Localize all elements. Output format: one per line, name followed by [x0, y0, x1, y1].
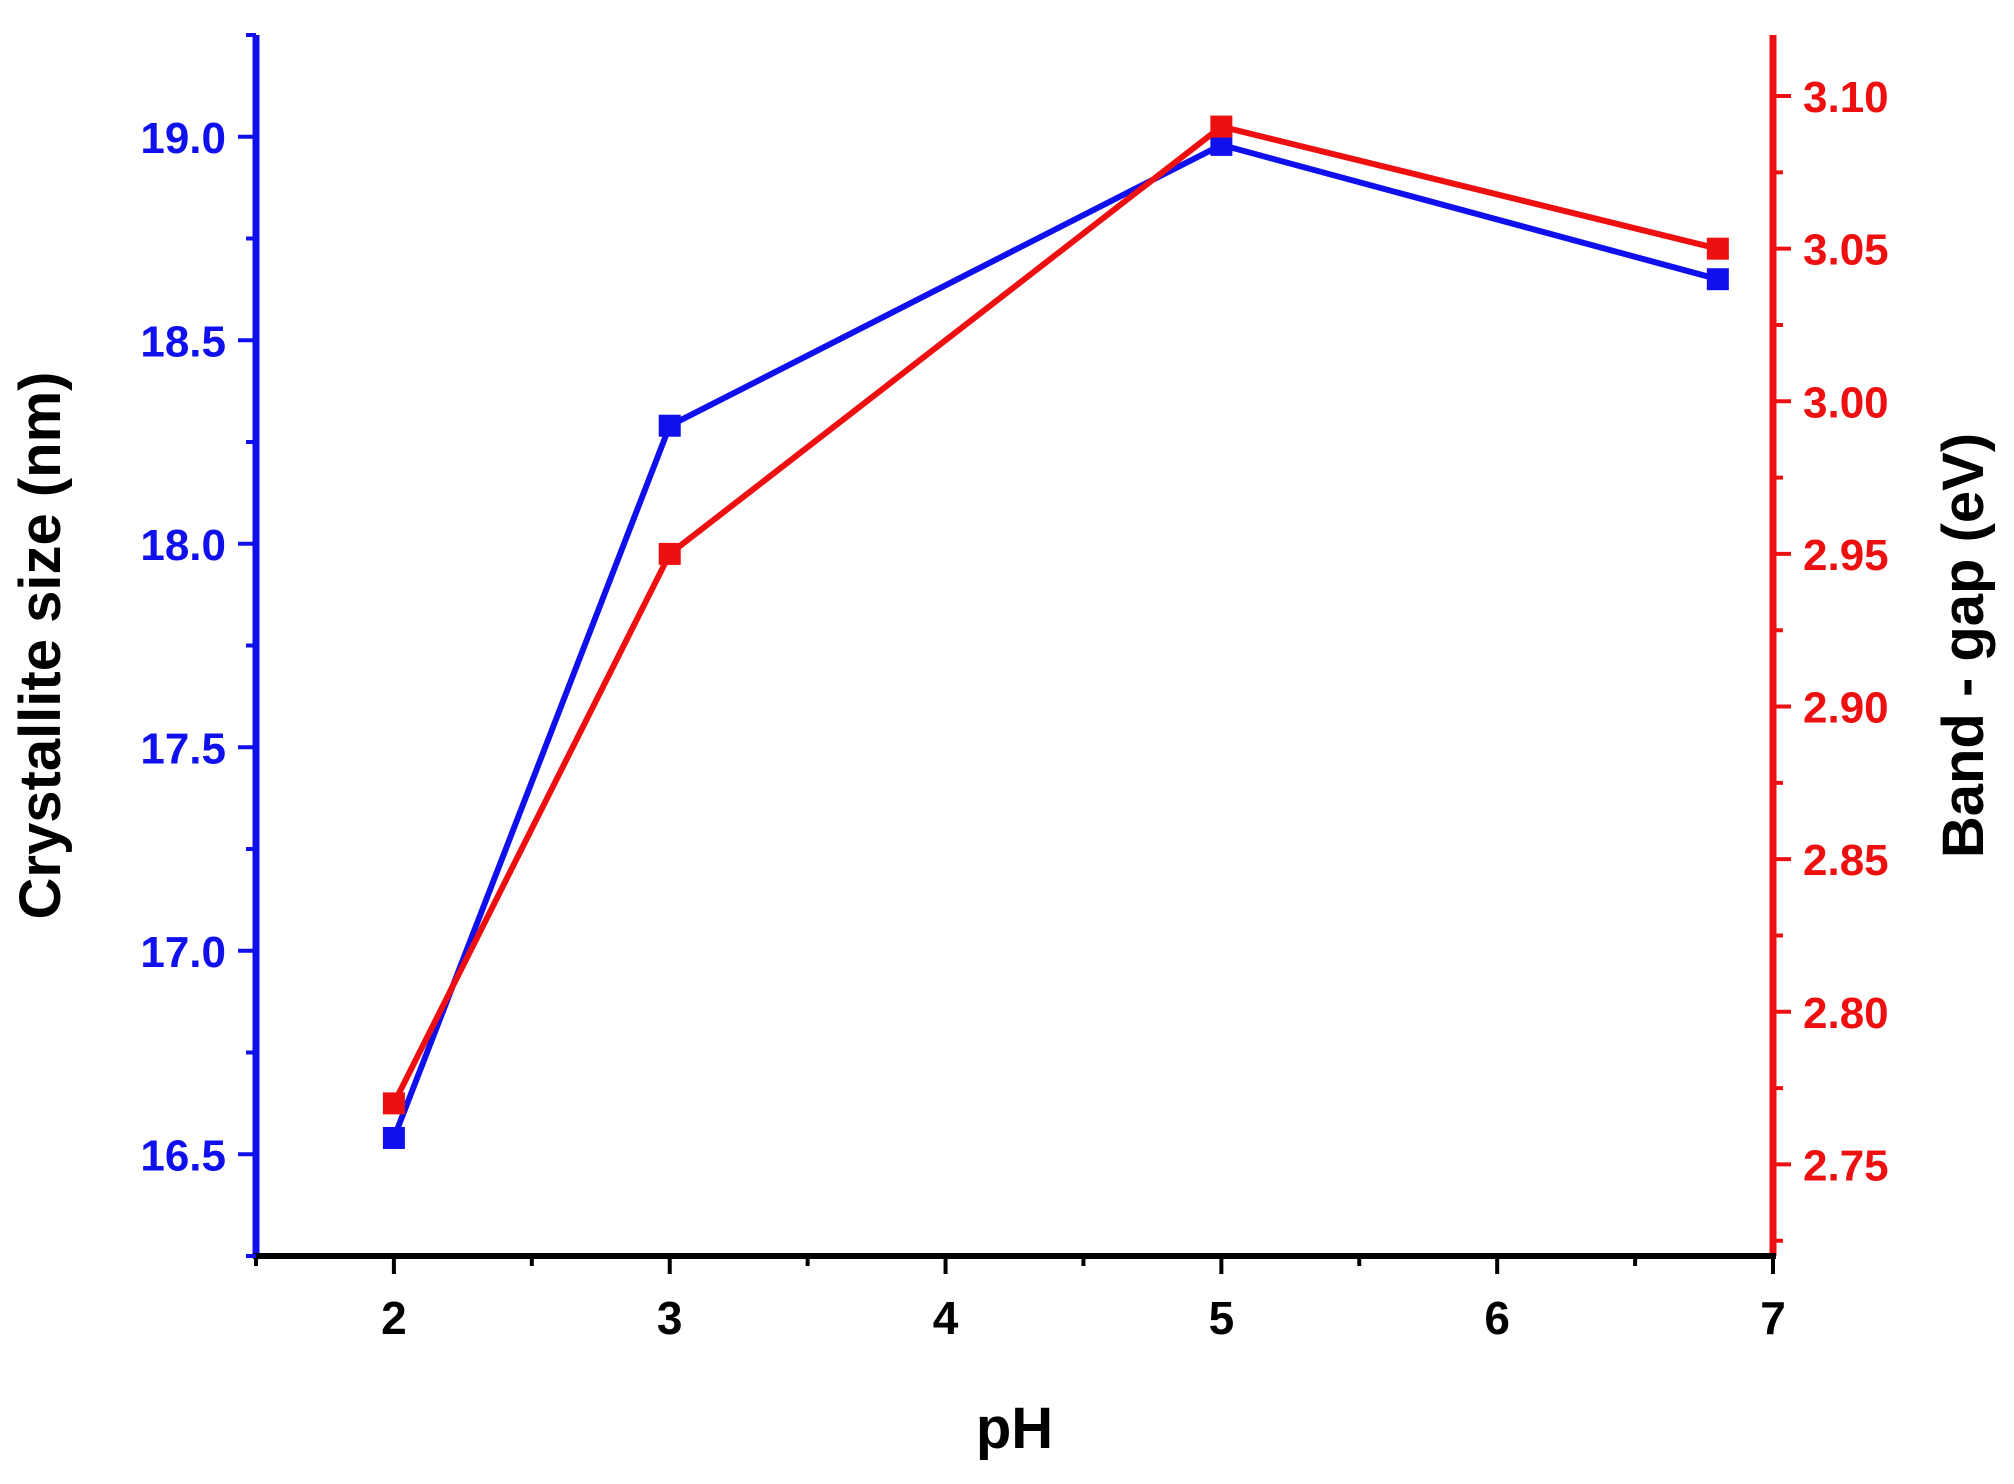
x-tick-label: 4 [933, 1292, 959, 1344]
y-left-tick-label: 17.5 [140, 724, 226, 773]
series-left-marker [382, 1126, 405, 1149]
y-left-tick-label: 18.5 [140, 317, 226, 366]
series-layer [382, 115, 1729, 1149]
x-axis-label: pH [976, 1396, 1053, 1461]
x-tick-label: 5 [1209, 1292, 1235, 1344]
series-left-marker [1210, 133, 1233, 156]
x-tick-label: 3 [657, 1292, 683, 1344]
x-tick-label: 7 [1760, 1292, 1786, 1344]
series-right-marker [1210, 115, 1233, 138]
y-right-tick-label: 3.00 [1803, 378, 1889, 427]
y-right-tick-label: 3.05 [1803, 226, 1889, 275]
y-right-tick-label: 2.95 [1803, 531, 1889, 580]
y-left-tick-label: 16.5 [140, 1131, 226, 1180]
y-right-tick-label: 2.80 [1803, 989, 1889, 1038]
y-right-axis-label: Band - gap (eV) [1931, 433, 1996, 858]
axes-layer: 2 3 4 5 6 7 16.5 17.0 17.5 18.0 18.5 19.0 2.75 2.80 2.… [140, 33, 1889, 1344]
y-right-tick-label: 2.85 [1803, 836, 1889, 885]
y-right-tick-label: 2.90 [1803, 684, 1889, 733]
y-left-tick-label: 19.0 [140, 114, 226, 163]
y-left-tick-label: 18.0 [140, 521, 226, 570]
series-right-line [391, 123, 1719, 1105]
series-right-marker [658, 542, 681, 565]
series-left-marker [1706, 268, 1729, 291]
x-tick-label: 2 [381, 1292, 407, 1344]
series-right-marker [382, 1092, 405, 1115]
y-right-tick-label: 2.75 [1803, 1141, 1889, 1190]
series-left-line [391, 141, 1719, 1140]
y-left-tick-label: 17.0 [140, 928, 226, 977]
y-right-tick-label: 3.10 [1803, 73, 1889, 122]
series-left-marker [658, 414, 681, 437]
x-tick-label: 6 [1484, 1292, 1510, 1344]
y-left-axis-label: Crystallite size (nm) [8, 372, 73, 920]
series-right-marker [1706, 237, 1729, 260]
